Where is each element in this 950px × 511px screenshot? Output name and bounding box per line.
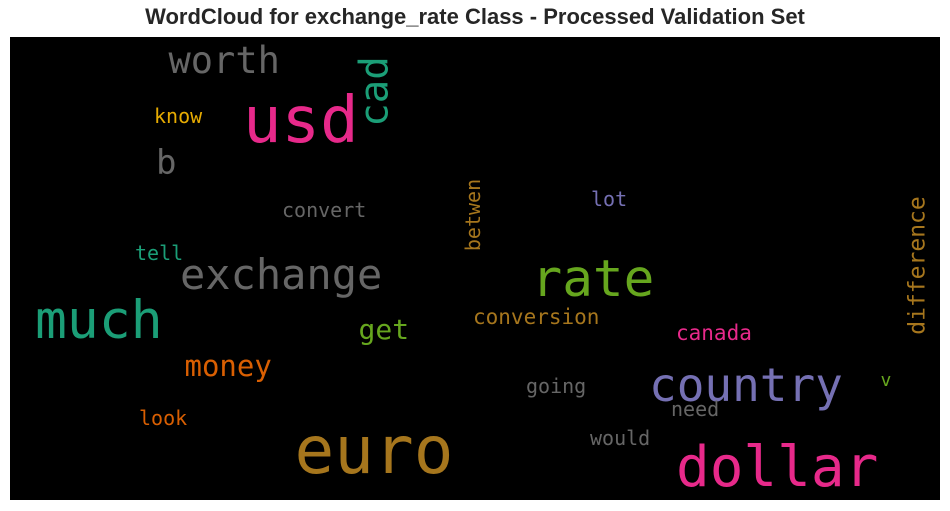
chart-title: WordCloud for exchange_rate Class - Proc…: [145, 4, 805, 29]
word-euro: euro: [294, 412, 454, 489]
word-going: going: [526, 374, 587, 398]
word-v: v: [880, 370, 892, 391]
word-usd: usd: [243, 84, 359, 158]
word-money: money: [184, 348, 272, 383]
word-get: get: [358, 313, 410, 346]
word-b: b: [156, 143, 177, 183]
word-rate: rate: [531, 249, 655, 309]
word-exchange: exchange: [180, 250, 383, 299]
word-tell: tell: [135, 241, 184, 265]
word-much: much: [35, 289, 163, 351]
word-lot: lot: [591, 187, 628, 211]
word-need: need: [671, 397, 720, 421]
word-canada: canada: [676, 320, 752, 345]
word-worth: worth: [168, 38, 280, 82]
word-betwen: betwen: [461, 178, 486, 252]
wordcloud-canvas: euro usd dollar much rate country exchange cad w…: [10, 37, 940, 500]
word-convert: convert: [282, 198, 367, 222]
word-cad: cad: [352, 55, 398, 127]
word-difference: difference: [904, 195, 931, 335]
word-would: would: [590, 426, 651, 450]
word-know: know: [154, 104, 203, 128]
word-dollar: dollar: [676, 435, 879, 500]
word-country: country: [649, 358, 843, 412]
word-look: look: [139, 406, 188, 430]
word-conversion: conversion: [473, 304, 600, 329]
